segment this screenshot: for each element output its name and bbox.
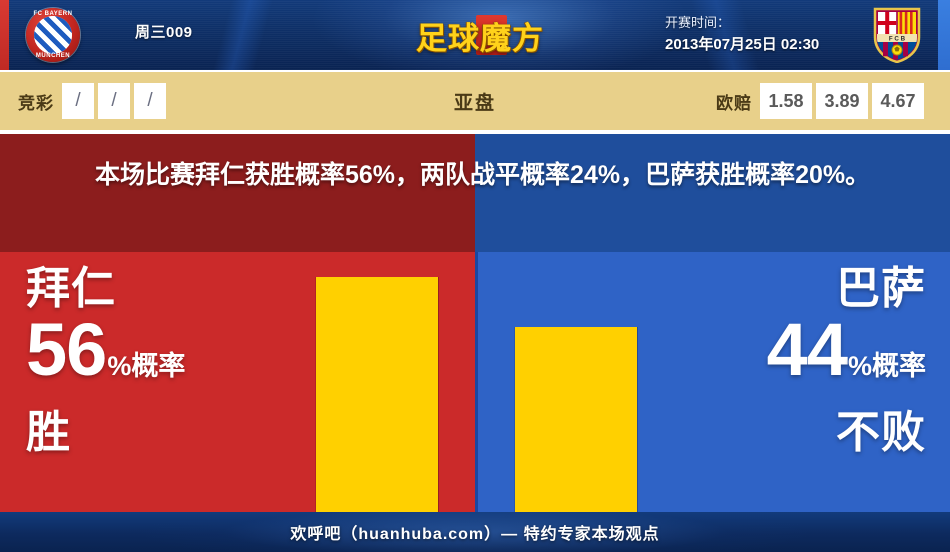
bar-away-unbeaten [515,327,637,512]
home-stat-block: 拜仁 56%概率 胜 [26,264,185,459]
header-texture [0,0,950,70]
home-percent-suffix: %概率 [107,351,186,381]
away-panel: 巴萨 44%概率 不败 [475,252,950,512]
bayern-diamond-pattern [34,16,72,54]
header-blue-edge [938,0,950,70]
away-percent-suffix: %概率 [847,351,926,381]
euro-odds-away[interactable]: 4.67 [872,83,924,119]
jingcai-value-2[interactable]: / [98,83,130,119]
home-team-crest-icon[interactable]: FC BAYERN MÜNCHEN [26,8,80,62]
odds-bar: 亚盘 竞彩 / / / 欧赔 1.58 3.89 4.67 [0,70,950,132]
bayern-crest-top-text: FC BAYERN [33,11,73,17]
away-team-name: 巴萨 [836,264,926,313]
probability-bar-chart: 拜仁 56%概率 胜 巴萨 44%概率 不败 [0,252,950,512]
euro-odds-home[interactable]: 1.58 [760,83,812,119]
away-team-crest-icon[interactable]: F C B [872,7,922,63]
home-percent-value: 56 [26,308,107,391]
header-diagonal-right [630,0,820,70]
footer-text: 欢呼吧（huanhuba.com）— 特约专家本场观点 [290,526,660,543]
panel-divider [475,252,478,512]
footer-bar: 欢呼吧（huanhuba.com）— 特约专家本场观点 [0,512,950,552]
brand-logo[interactable]: 足球魔方 [415,13,545,57]
summary-right-background [475,134,950,252]
away-percent-row: 44%概率 [767,313,926,407]
jingcai-label: 竞彩 [18,93,54,113]
svg-text:F C B: F C B [889,35,906,42]
jingcai-value-3[interactable]: / [134,83,166,119]
away-percent-value: 44 [766,308,848,391]
home-team-name: 拜仁 [26,264,116,313]
summary-banner: 本场比赛拜仁获胜概率56%，两队战平概率24%，巴萨获胜概率20%。 [0,134,950,252]
euro-odds-draw[interactable]: 3.89 [816,83,868,119]
bayern-crest-bottom-text: MÜNCHEN [35,53,71,59]
header-red-edge [0,0,9,70]
home-percent-row: 56%概率 [26,313,186,407]
header-bar: FC BAYERN MÜNCHEN 周三009 足球魔方 开赛时间： 2013年… [0,0,950,70]
kickoff-label: 开赛时间： [665,15,731,30]
home-outcome-label: 胜 [26,408,71,457]
euro-odds-group: 欧赔 1.58 3.89 4.67 [716,72,928,130]
summary-left-background [0,134,475,252]
kickoff-block: 开赛时间： 2013年07月25日 02:30 [665,12,819,56]
home-panel: 拜仁 56%概率 胜 [0,252,475,512]
summary-text: 本场比赛拜仁获胜概率56%，两队战平概率24%，巴萨获胜概率20%。 [95,161,871,189]
brand-logo-accent-box [476,15,507,55]
euro-odds-label: 欧赔 [716,93,752,113]
brand-logo-text: 足球魔方 [416,20,544,56]
jingcai-group: 竞彩 / / / [18,72,170,130]
header-diagonal-left [160,0,330,70]
away-outcome-label: 不败 [836,408,926,457]
match-number: 周三009 [135,24,193,41]
bar-home-win [316,277,438,512]
kickoff-time: 2013年07月25日 02:30 [665,36,820,53]
jingcai-value-1[interactable]: / [62,83,94,119]
away-stat-block: 巴萨 44%概率 不败 [767,264,926,459]
